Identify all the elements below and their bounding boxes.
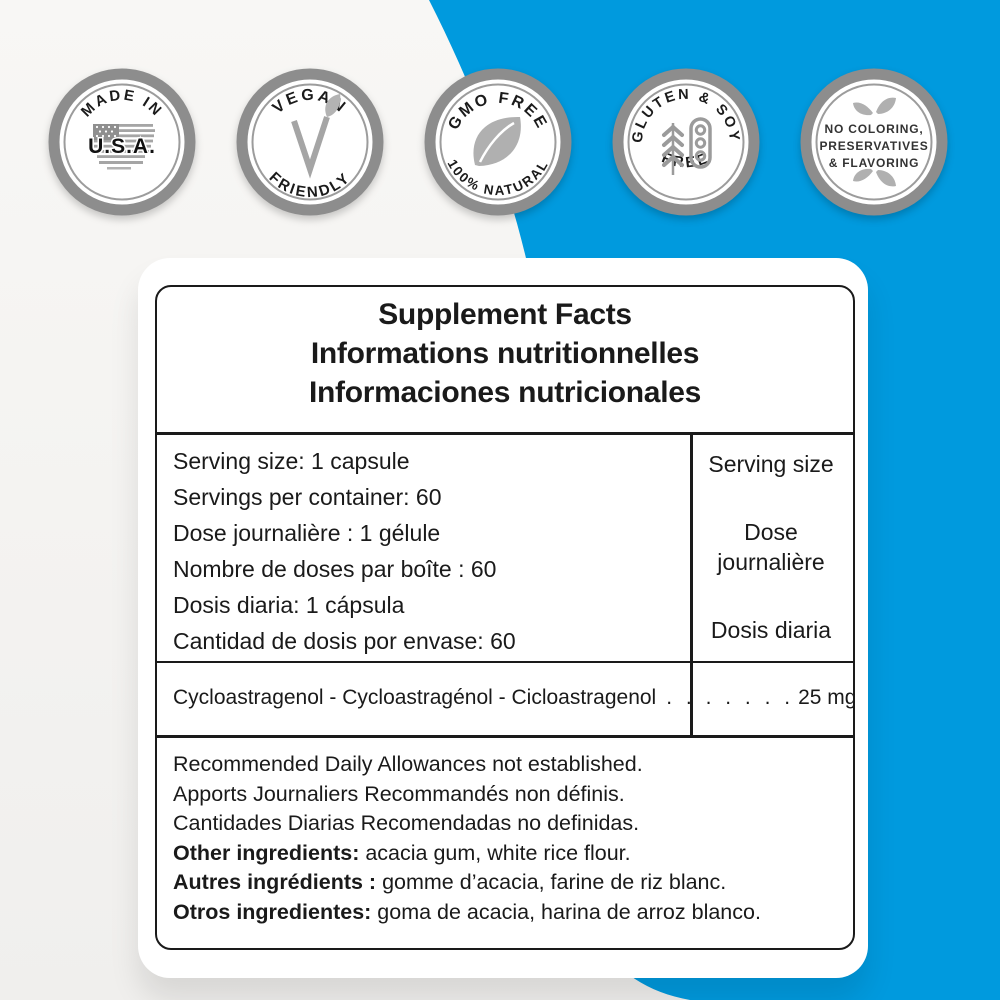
serving-size-en: Serving size: 1 capsule <box>173 448 410 474</box>
badge-gmo-free: GMO FREE 100% NATURAL <box>424 68 572 216</box>
label-card: Supplement Facts Informations nutritionn… <box>138 258 868 978</box>
other-ingredients-value-en: acacia gum, white rice flour. <box>359 840 631 865</box>
footer-notes: Recommended Daily Allowances not establi… <box>157 737 853 927</box>
badge-no-additives: NO COLORING, PRESERVATIVES & FLAVORING <box>800 68 948 216</box>
rda-note-fr: Apports Journaliers Recommandés non défi… <box>173 781 625 806</box>
servings-per-container-en: Servings per container: 60 <box>173 484 442 510</box>
divider-under-title <box>157 432 853 435</box>
ingredient-row: Cycloastragenol - Cycloastragénol - Cicl… <box>157 663 853 733</box>
other-ingredients-label-es: Otros ingredientes: <box>173 899 372 924</box>
double-leaf-icon-bottom <box>853 168 896 187</box>
badge-no-coloring-line3: & FLAVORING <box>829 156 920 170</box>
double-leaf-icon-top <box>853 97 896 116</box>
badge-gluten-soy-free: GLUTEN & SOY FREE <box>612 68 760 216</box>
usa-flag-map-icon <box>93 124 155 170</box>
title-french: Informations nutritionnelles <box>310 337 700 370</box>
title-spanish: Informaciones nutricionales <box>309 376 701 409</box>
badge-inner-ring <box>251 83 369 201</box>
dose-journaliere-header: Dose journalière <box>717 519 825 575</box>
badge-inner-ring <box>439 83 557 201</box>
serving-header-column: Serving size Dose journalière Dosis diar… <box>693 433 849 661</box>
ingredient-name: Cycloastragenol - Cycloastragénol - Cicl… <box>173 686 657 709</box>
panel-title: Supplement Facts Informations nutritionn… <box>157 295 853 412</box>
serving-size-fr: Dose journalière : 1 gélule <box>173 520 441 546</box>
title-english: Supplement Facts <box>378 298 632 331</box>
other-ingredients-en: Other ingredients: acacia gum, white ric… <box>173 839 839 869</box>
badge-inner-ring <box>63 83 181 201</box>
serving-size-header: Serving size <box>708 451 834 477</box>
badge-usa-label: U.S.A. <box>88 135 156 158</box>
badge-inner-ring <box>815 83 933 201</box>
badge-inner-ring <box>627 83 745 201</box>
badge-no-coloring-line1: NO COLORING, <box>825 122 924 136</box>
badge-made-in-usa: MADE IN U.S.A. <box>48 68 196 216</box>
other-ingredients-label-fr: Autres ingrédients : <box>173 870 377 894</box>
leaf-icon <box>473 116 521 166</box>
supplement-facts-panel: Supplement Facts Informations nutritionn… <box>155 285 855 950</box>
badge-ring <box>236 68 384 216</box>
ingredient-amount: 25 mg <box>798 686 853 709</box>
dosis-diaria-header: Dosis diaria <box>710 617 832 643</box>
serving-size-es: Dosis diaria: 1 cápsula <box>173 592 405 618</box>
badge-vegan-friendly: VEGAN FRIENDLY <box>236 68 384 216</box>
dot-leader: . . . . . . . <box>666 686 795 709</box>
badge-ring <box>800 68 948 216</box>
divider-above-ingredient <box>157 660 853 663</box>
serving-info-column: Serving size: 1 capsule Servings per con… <box>157 433 693 659</box>
badge-ring <box>612 68 760 216</box>
rda-note-en: Recommended Daily Allowances not establi… <box>173 752 643 776</box>
other-ingredients-label-en: Other ingredients: <box>173 840 360 865</box>
column-divider <box>690 432 693 738</box>
other-ingredients-es: Otros ingredientes: goma de acacia, hari… <box>173 898 839 928</box>
badge-no-coloring-line2: PRESERVATIVES <box>819 139 928 153</box>
rda-note-es: Cantidades Diarias Recomendadas no defin… <box>173 811 640 835</box>
servings-per-container-fr: Nombre de doses par boîte : 60 <box>173 556 497 582</box>
wheat-soy-icon <box>662 117 712 175</box>
other-ingredients-value-fr: gomme d’acacia, farine de riz blanc. <box>376 870 727 894</box>
divider-above-footer <box>157 735 853 738</box>
other-ingredients-fr: Autres ingrédients : gomme d’acacia, far… <box>173 868 839 898</box>
other-ingredients-value-es: goma de acacia, harina de arroz blanco. <box>371 899 761 924</box>
servings-per-container-es: Cantidad de dosis por envase: 60 <box>173 628 516 654</box>
vegan-v-leaf-icon <box>291 94 341 179</box>
